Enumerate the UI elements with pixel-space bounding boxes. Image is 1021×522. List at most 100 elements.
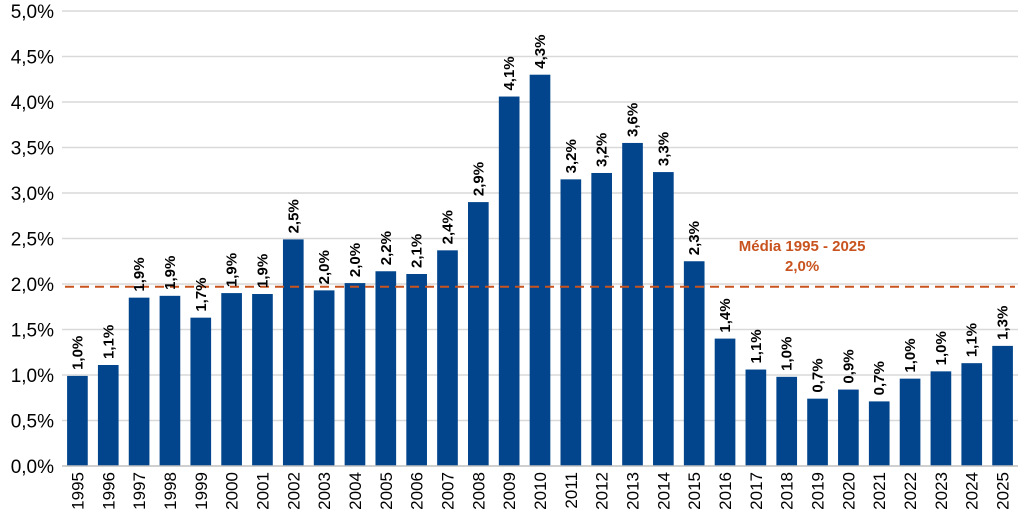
bar	[437, 250, 458, 466]
y-tick-label: 5,0%	[11, 2, 54, 23]
data-label: 2,1%	[409, 234, 426, 268]
average-label-title: Média 1995 - 2025	[739, 238, 866, 255]
data-label: 1,1%	[748, 329, 765, 363]
bar	[653, 172, 674, 466]
bar	[128, 297, 150, 466]
y-tick-label: 2,0%	[11, 275, 54, 296]
bar	[313, 290, 335, 466]
x-tick-label: 2024	[963, 472, 982, 510]
bar	[97, 364, 119, 466]
data-label: 0,9%	[840, 349, 857, 383]
x-tick-label: 2009	[500, 472, 519, 510]
data-label: 3,2%	[563, 139, 580, 173]
x-tick-label: 2005	[377, 472, 396, 510]
bar-data-labels: 1,0% 1,1% 1,9% 1,9% 1,7% 1,9% 1,9% 2,5% 2,0% 2,0%…	[69, 34, 1011, 395]
data-label: 1,9%	[224, 253, 241, 287]
y-tick-label: 0,5%	[11, 412, 54, 433]
bar	[683, 261, 705, 466]
data-label: 1,1%	[100, 325, 117, 359]
bar	[190, 317, 212, 466]
y-tick-label: 3,0%	[11, 184, 54, 205]
y-axis-tick-labels: 0,0% 0,5% 1,0% 1,5% 2,0% 2,5% 3,0% 3,5% 4,0% 4,5%…	[11, 2, 54, 478]
x-tick-label: 1996	[99, 472, 118, 510]
bar	[961, 363, 983, 466]
x-tick-label: 2013	[624, 472, 643, 510]
x-tick-label: 1995	[68, 472, 87, 510]
data-label: 1,4%	[717, 298, 734, 332]
x-tick-label: 2016	[716, 472, 735, 510]
data-label: 1,1%	[964, 323, 981, 357]
bar	[159, 295, 181, 466]
data-label: 3,6%	[625, 103, 642, 137]
data-label: 1,0%	[933, 331, 950, 365]
y-tick-label: 1,0%	[11, 366, 54, 387]
x-tick-label: 1999	[192, 472, 211, 510]
data-label: 2,0%	[347, 243, 364, 277]
x-tick-label: 2022	[901, 472, 920, 510]
y-tick-label: 4,0%	[11, 93, 54, 114]
bar	[252, 294, 273, 466]
data-label: 1,9%	[131, 257, 148, 291]
data-label: 2,3%	[686, 221, 703, 255]
x-tick-label: 1997	[130, 472, 149, 510]
data-label: 1,9%	[162, 256, 179, 290]
bar	[467, 202, 489, 466]
bar	[282, 239, 304, 466]
bar	[560, 179, 582, 466]
x-tick-label: 2004	[346, 472, 365, 510]
bar	[838, 389, 859, 466]
x-axis-tick-labels: 1995 1996 1997 1998 1999 2000 2001 2002 2003 2004…	[68, 472, 1012, 510]
data-label: 1,7%	[193, 277, 210, 311]
data-label: 2,9%	[470, 162, 487, 196]
x-tick-label: 2025	[994, 472, 1013, 510]
data-label: 3,3%	[655, 132, 672, 166]
y-tick-label: 4,5%	[11, 48, 54, 69]
bar	[776, 376, 798, 466]
bar	[930, 371, 952, 466]
data-label: 1,9%	[254, 254, 271, 288]
bar	[375, 271, 397, 466]
y-tick-label: 0,0%	[11, 457, 54, 478]
bar	[498, 96, 520, 466]
bar	[221, 293, 242, 466]
x-tick-label: 2001	[253, 472, 272, 510]
x-tick-label: 2018	[778, 472, 797, 510]
x-tick-label: 1998	[161, 472, 180, 510]
bar	[807, 398, 828, 466]
bar	[899, 378, 921, 466]
average-line-group: Média 1995 - 2025 2,0%	[65, 238, 1015, 288]
x-tick-label: 2023	[932, 472, 951, 510]
y-tick-label: 3,5%	[11, 139, 54, 160]
data-label: 1,0%	[779, 337, 796, 371]
x-tick-label: 2010	[531, 472, 550, 510]
average-label-value: 2,0%	[785, 258, 819, 275]
x-tick-label: 2020	[839, 472, 858, 510]
bar	[622, 142, 643, 466]
x-tick-label: 2019	[809, 472, 828, 510]
bar	[714, 338, 736, 466]
bar	[745, 369, 767, 466]
x-tick-label: 2012	[593, 472, 612, 510]
bar	[529, 74, 551, 466]
data-label: 2,2%	[378, 231, 395, 265]
x-tick-label: 2011	[562, 472, 581, 509]
bar	[67, 375, 88, 466]
x-tick-label: 2000	[223, 472, 242, 510]
bar	[992, 345, 1013, 466]
x-tick-label: 2006	[408, 472, 427, 510]
y-tick-label: 1,5%	[11, 321, 54, 342]
data-label: 0,7%	[810, 358, 827, 392]
bar	[591, 172, 613, 467]
x-tick-label: 2021	[870, 472, 889, 510]
x-tick-label: 2015	[685, 472, 704, 510]
bars	[67, 74, 1013, 467]
x-tick-label: 2003	[315, 472, 334, 510]
x-tick-label: 2017	[747, 472, 766, 510]
data-label: 4,1%	[501, 56, 518, 90]
data-label: 1,0%	[902, 338, 919, 372]
data-label: 0,7%	[871, 361, 888, 395]
data-label: 2,5%	[285, 199, 302, 233]
data-label: 2,0%	[316, 250, 333, 284]
x-tick-label: 2002	[284, 472, 303, 510]
